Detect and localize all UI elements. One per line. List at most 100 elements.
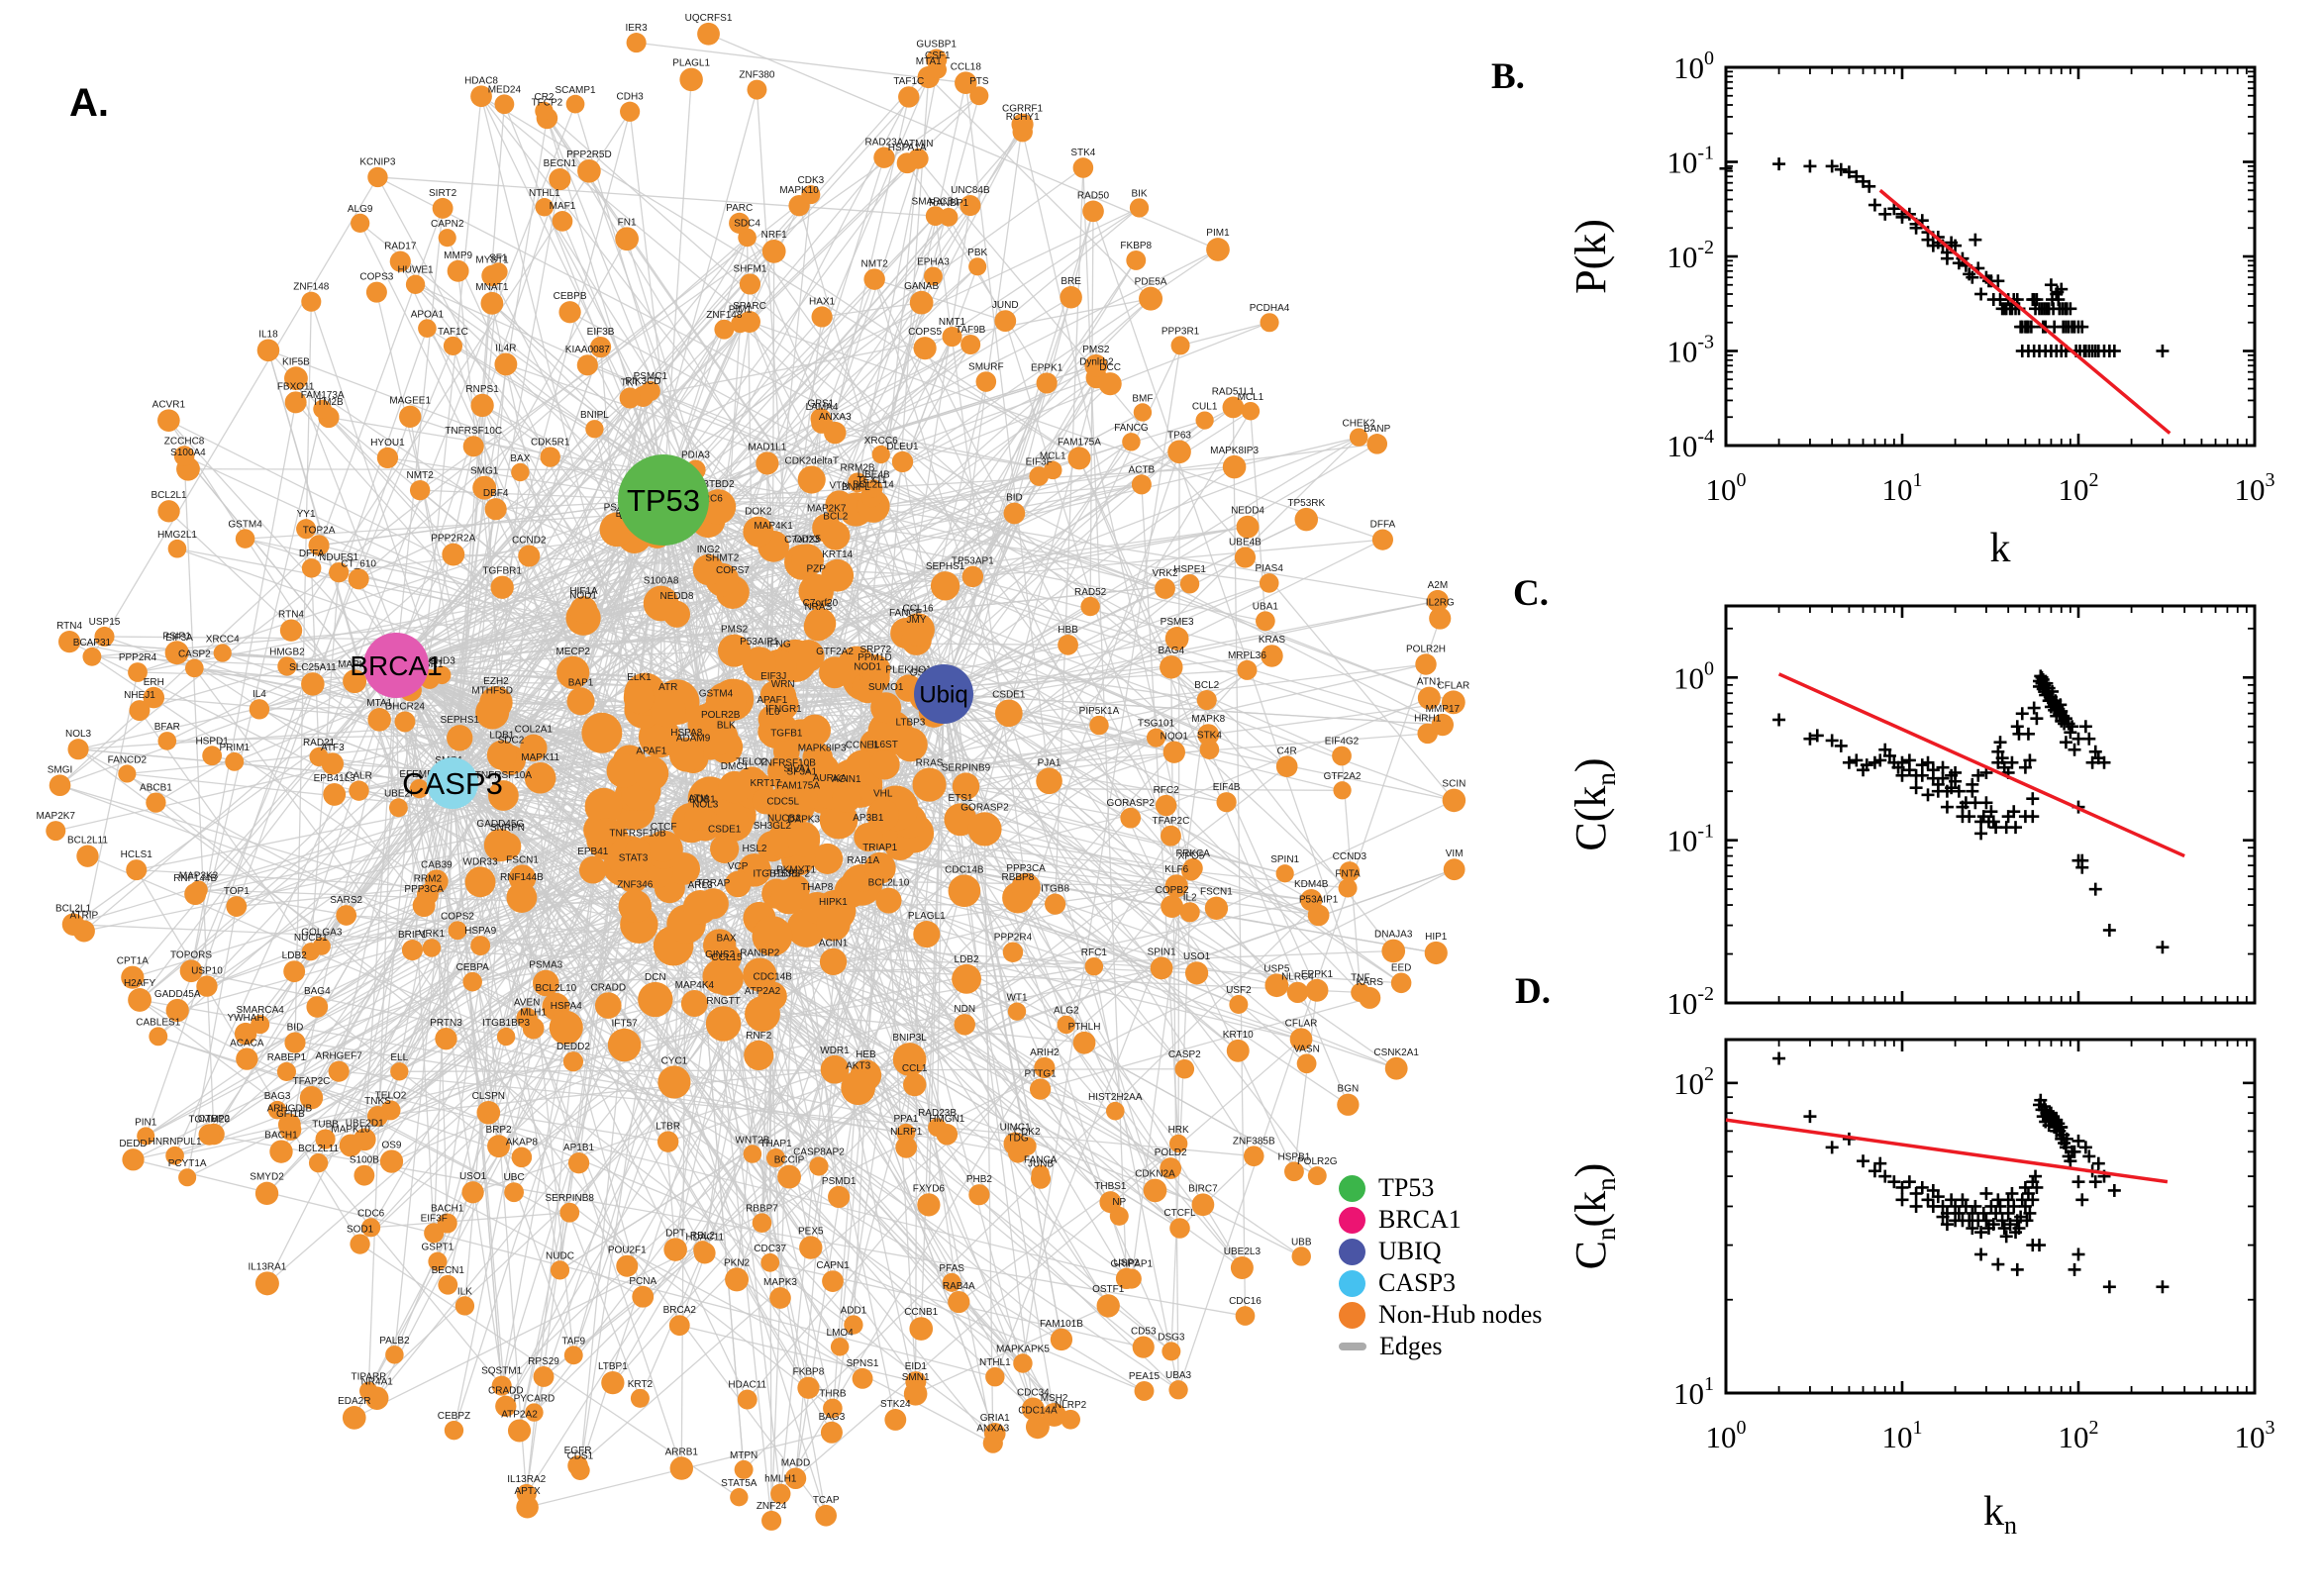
network-node bbox=[511, 462, 530, 482]
network-node bbox=[506, 882, 538, 913]
network-node bbox=[811, 306, 833, 328]
network-node bbox=[869, 749, 900, 780]
network-node bbox=[249, 699, 270, 720]
tp53-dot-icon bbox=[1339, 1174, 1365, 1202]
network-node bbox=[462, 436, 484, 457]
network-edge bbox=[312, 683, 454, 784]
network-edge bbox=[137, 499, 664, 673]
network-node bbox=[562, 1051, 584, 1072]
network-edge bbox=[510, 450, 1180, 761]
network-node bbox=[819, 948, 848, 976]
network-edge bbox=[835, 432, 1054, 471]
panel-b: 100 101 102 103 100 10-1 10-2 10-3 10-4 k P(k) bbox=[1566, 48, 2275, 571]
network-edge bbox=[367, 664, 397, 1391]
network-node bbox=[1057, 1015, 1075, 1035]
network-node bbox=[798, 714, 831, 747]
x-tick-label: 103 bbox=[2235, 1417, 2275, 1454]
network-node bbox=[656, 1131, 679, 1152]
network-node bbox=[870, 692, 902, 724]
network-node bbox=[388, 798, 408, 818]
network-edge bbox=[395, 664, 763, 1015]
network-edge bbox=[662, 364, 1097, 501]
network-node bbox=[585, 420, 604, 439]
network-node bbox=[912, 767, 947, 802]
network-edge bbox=[1092, 211, 1362, 993]
network-node bbox=[942, 326, 962, 348]
network-node bbox=[279, 619, 303, 642]
network-node bbox=[893, 727, 928, 762]
network-node bbox=[1174, 1058, 1195, 1079]
network-edge bbox=[59, 784, 429, 896]
network-edge bbox=[190, 409, 324, 971]
network-node bbox=[1161, 895, 1184, 918]
network-edge bbox=[187, 468, 696, 471]
network-edge bbox=[885, 600, 1439, 709]
network-node bbox=[860, 654, 891, 685]
network-node bbox=[1160, 655, 1183, 679]
network-node bbox=[1003, 502, 1026, 525]
network-edge bbox=[458, 737, 1171, 1169]
network-node bbox=[844, 1315, 863, 1335]
network-node bbox=[640, 380, 660, 402]
network-node bbox=[643, 585, 679, 622]
network-node bbox=[752, 916, 793, 956]
network-node bbox=[680, 990, 708, 1017]
network-node bbox=[718, 770, 752, 804]
network-edge bbox=[452, 782, 1172, 1352]
network-node bbox=[936, 1124, 959, 1146]
network-edge bbox=[862, 878, 948, 1135]
network-edge bbox=[452, 782, 507, 1407]
network-node bbox=[520, 734, 548, 762]
network-node bbox=[718, 634, 752, 667]
network-node bbox=[607, 1028, 642, 1062]
network-edge bbox=[545, 982, 855, 1326]
network-node bbox=[1204, 896, 1229, 920]
network-edge bbox=[837, 298, 1152, 576]
network-edge bbox=[395, 664, 523, 1157]
network-edge bbox=[797, 701, 1454, 790]
network-node bbox=[745, 996, 780, 1032]
network-edge bbox=[452, 782, 682, 1469]
x-axis-title: k bbox=[1990, 526, 2011, 571]
network-node bbox=[399, 405, 422, 428]
network-edge bbox=[395, 437, 1360, 666]
network-node bbox=[752, 1213, 772, 1233]
axis-ticks bbox=[1726, 67, 2255, 446]
network-node bbox=[756, 451, 779, 475]
network-node bbox=[634, 755, 669, 791]
nonhub-dot-icon bbox=[1339, 1301, 1365, 1329]
network-node bbox=[913, 337, 937, 360]
network-edge bbox=[452, 271, 499, 784]
network-edge bbox=[577, 907, 1217, 1466]
network-node bbox=[828, 1185, 851, 1209]
network-edge bbox=[310, 301, 460, 739]
brca1-dot-icon bbox=[1339, 1206, 1365, 1234]
network-node bbox=[901, 613, 935, 648]
network-edge bbox=[544, 206, 645, 397]
network-node bbox=[301, 943, 320, 961]
network-node bbox=[625, 838, 652, 864]
network-node bbox=[277, 656, 297, 676]
network-node bbox=[724, 870, 752, 898]
network-edge bbox=[290, 111, 631, 632]
network-node bbox=[684, 803, 713, 832]
network-edge bbox=[963, 1024, 1302, 1257]
network-node bbox=[1216, 792, 1237, 813]
network-node bbox=[663, 1238, 687, 1261]
network-edge bbox=[395, 208, 444, 666]
network-edge bbox=[873, 278, 1157, 1191]
data-points bbox=[1772, 669, 2170, 954]
network-edge bbox=[445, 782, 454, 1040]
y-tick-label: 102 bbox=[1673, 1063, 1714, 1101]
network-node bbox=[799, 1236, 823, 1259]
network-edge bbox=[480, 95, 1080, 459]
network-edge bbox=[943, 693, 1455, 802]
network-edge bbox=[318, 499, 664, 547]
network-node bbox=[532, 969, 559, 997]
network-edge bbox=[59, 194, 812, 786]
network-node bbox=[390, 1062, 409, 1081]
network-node bbox=[1197, 724, 1220, 747]
network-edge bbox=[479, 881, 529, 1508]
network-node bbox=[366, 1105, 388, 1127]
